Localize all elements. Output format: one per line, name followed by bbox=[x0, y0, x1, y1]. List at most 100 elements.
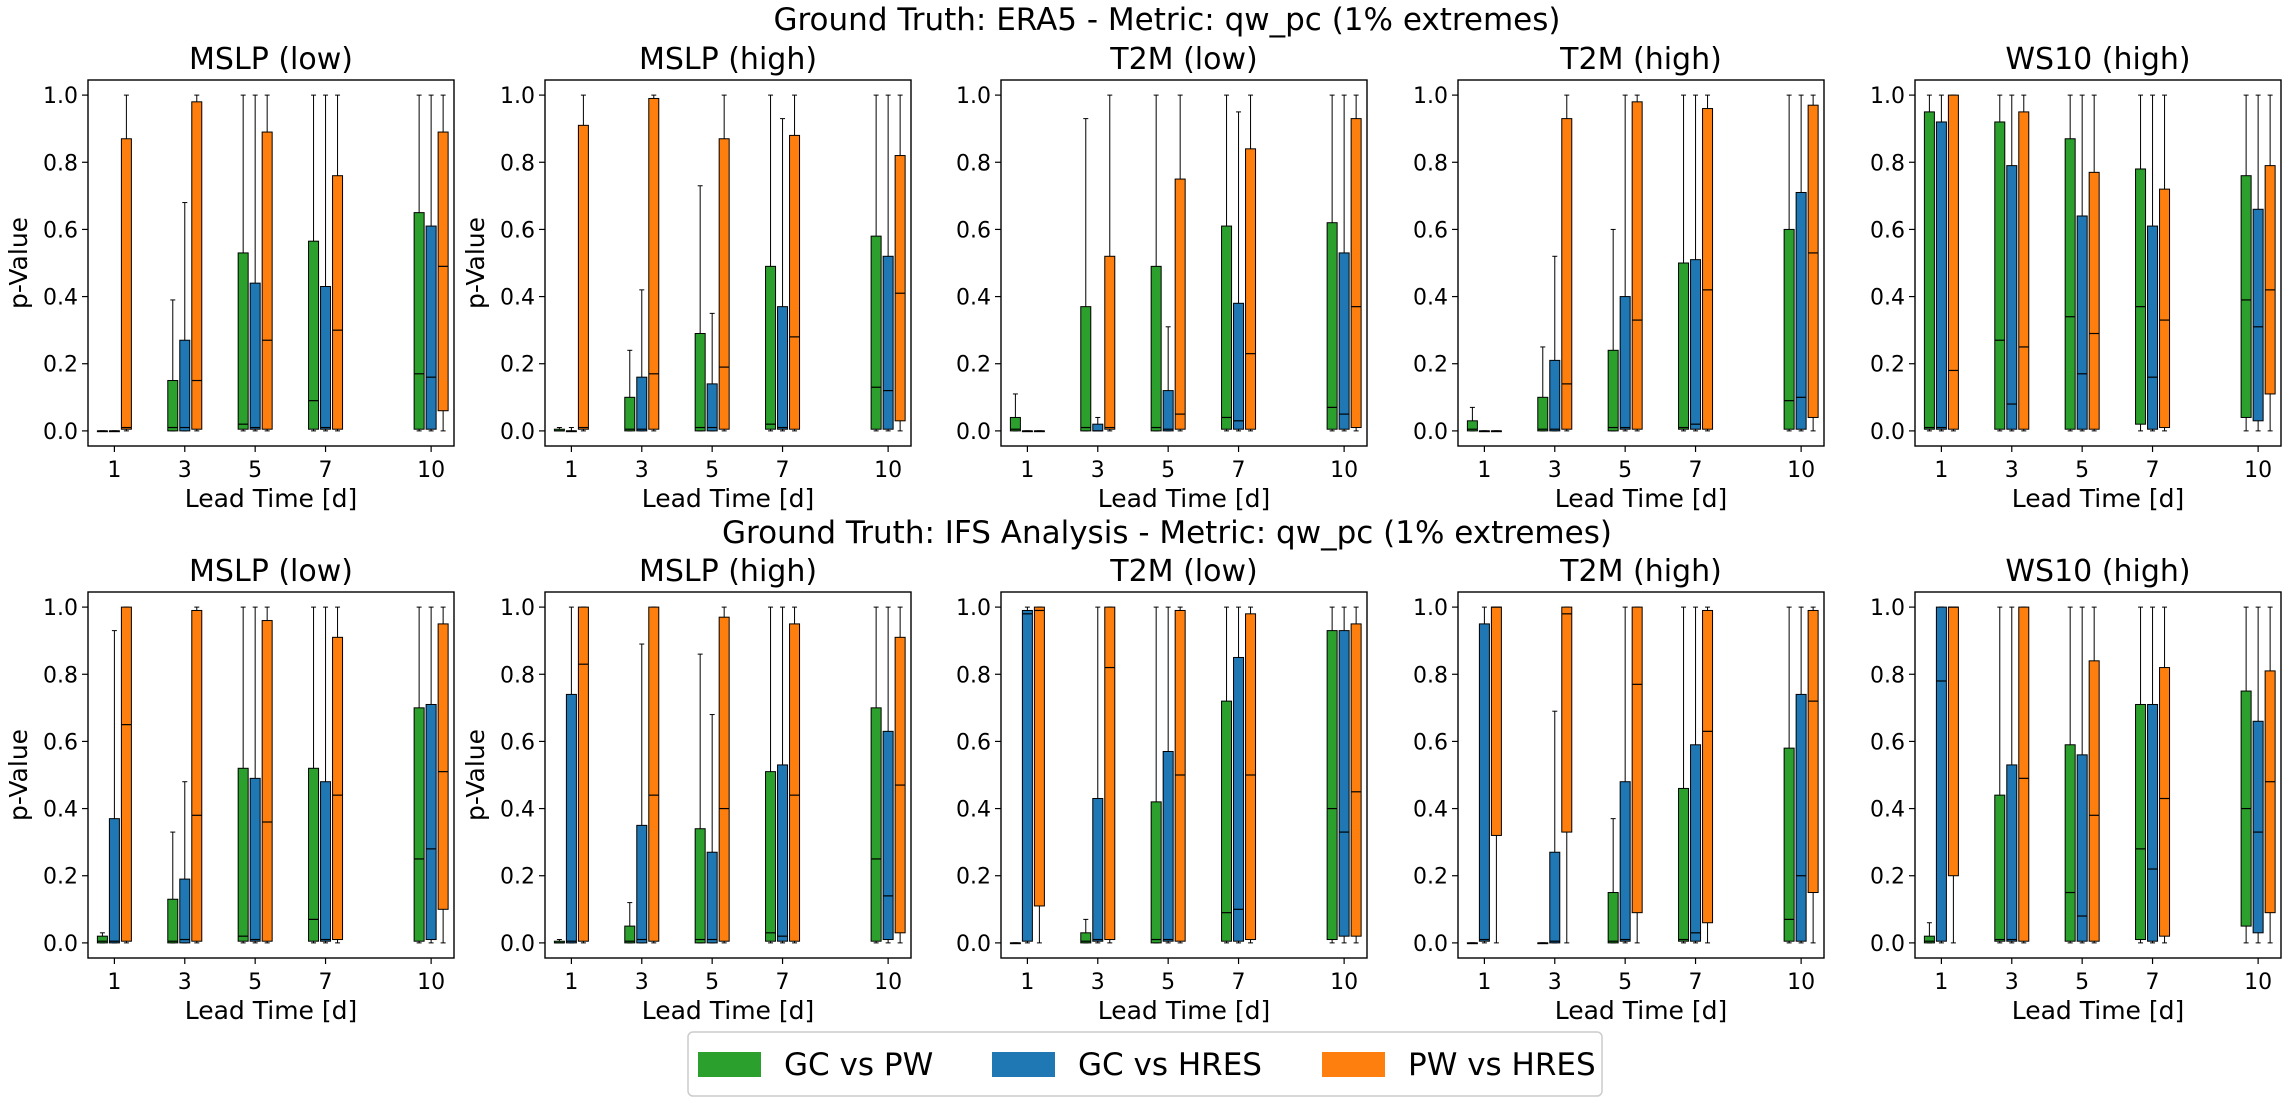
box-iqr bbox=[1245, 148, 1257, 430]
y-tick-label: 0.8 bbox=[500, 663, 535, 688]
box-gc-vs-pw-lead-3 bbox=[1537, 942, 1549, 945]
box-gc-vs-hres-lead-1 bbox=[1935, 606, 1947, 944]
y-tick-label: 0.2 bbox=[956, 865, 991, 890]
x-tick-label: 10 bbox=[2244, 970, 2272, 995]
box-pw-vs-hres-lead-7 bbox=[1702, 606, 1714, 944]
box-pw-vs-hres-lead-1 bbox=[1033, 606, 1045, 944]
box-pw-vs-hres-lead-10 bbox=[2264, 94, 2276, 432]
panel-era5-t2m-high: T2M (high) 0.0 0.2 0.4 0.6 0.8 1.0 1 3 5 7 10 Lead T… bbox=[1413, 42, 1825, 513]
box-iqr bbox=[1162, 750, 1174, 942]
box-iqr bbox=[1033, 606, 1045, 907]
box-pw-vs-hres-lead-7 bbox=[789, 606, 801, 944]
y-tick-label: 0.2 bbox=[956, 353, 991, 378]
box-iqr bbox=[706, 851, 718, 944]
y-tick-label: 1.0 bbox=[956, 84, 991, 109]
box-iqr bbox=[648, 606, 660, 942]
y-tick-label: 0.0 bbox=[500, 420, 535, 445]
x-axis-label: Lead Time [d] bbox=[185, 996, 358, 1025]
y-tick-label: 0.2 bbox=[43, 353, 78, 378]
box-gc-vs-hres-lead-1 bbox=[1478, 606, 1490, 944]
box-gc-vs-hres-lead-3 bbox=[1092, 416, 1104, 432]
panel-title: WS10 (high) bbox=[2005, 42, 2190, 77]
box-iqr bbox=[1923, 111, 1935, 430]
box-gc-vs-hres-lead-10 bbox=[882, 94, 894, 432]
box-pw-vs-hres-lead-3 bbox=[191, 94, 203, 432]
box-iqr bbox=[1326, 222, 1338, 430]
box-iqr bbox=[120, 606, 132, 942]
x-tick-label: 5 bbox=[1618, 458, 1632, 483]
box-iqr bbox=[1326, 630, 1338, 941]
x-tick-label: 7 bbox=[2146, 970, 2160, 995]
box-pw-vs-hres-lead-5 bbox=[1174, 606, 1186, 944]
box-iqr bbox=[765, 265, 777, 430]
x-tick-label: 5 bbox=[2075, 970, 2089, 995]
box-gc-vs-hres-lead-3 bbox=[1092, 606, 1104, 944]
box-iqr bbox=[1549, 359, 1561, 432]
axes-frame bbox=[1457, 79, 1825, 447]
box-gc-vs-hres-lead-7 bbox=[320, 94, 332, 432]
box-gc-vs-hres-lead-10 bbox=[1795, 94, 1807, 432]
box-gc-vs-pw-lead-3 bbox=[624, 349, 636, 432]
box-gc-vs-hres-lead-3 bbox=[179, 781, 191, 944]
x-tick-label: 10 bbox=[874, 458, 902, 483]
box-gc-vs-pw-lead-1 bbox=[1466, 406, 1478, 432]
row-title-era5: Ground Truth: ERA5 - Metric: qw_pc (1% e… bbox=[773, 2, 1560, 38]
x-tick-label: 7 bbox=[1689, 458, 1703, 483]
box-gc-vs-pw-lead-7 bbox=[308, 94, 320, 432]
box-gc-vs-pw-lead-10 bbox=[413, 94, 425, 432]
x-tick-label: 7 bbox=[776, 458, 790, 483]
box-pw-vs-hres-lead-10 bbox=[2264, 606, 2276, 944]
box-gc-vs-pw-lead-10 bbox=[2240, 94, 2252, 432]
box-iqr bbox=[706, 383, 718, 432]
box-iqr bbox=[777, 306, 789, 430]
box-gc-vs-pw-lead-3 bbox=[624, 902, 636, 944]
box-gc-vs-pw-lead-1 bbox=[1923, 922, 1935, 944]
x-tick-label: 5 bbox=[1618, 970, 1632, 995]
box-iqr bbox=[237, 252, 249, 430]
box-iqr bbox=[1092, 798, 1104, 942]
axes-frame bbox=[1457, 591, 1825, 959]
box-gc-vs-pw-lead-5 bbox=[1607, 228, 1619, 432]
box-iqr bbox=[1104, 255, 1116, 430]
box-pw-vs-hres-lead-3 bbox=[1104, 606, 1116, 944]
axes-frame bbox=[1000, 79, 1368, 447]
box-iqr bbox=[1245, 613, 1257, 941]
box-gc-vs-hres-lead-3 bbox=[636, 289, 648, 432]
panel-title: T2M (low) bbox=[1109, 42, 1257, 77]
box-iqr bbox=[308, 240, 320, 430]
y-tick-label: 0.8 bbox=[956, 151, 991, 176]
box-iqr bbox=[2018, 111, 2030, 430]
panel-era5-mslp-high: MSLP (high) 0.0 0.2 0.4 0.6 0.8 1.0 1 3 5 7 10 Lead … bbox=[461, 42, 912, 513]
box-pw-vs-hres-lead-5 bbox=[1631, 94, 1643, 432]
y-tick-label: 0.2 bbox=[1870, 353, 1905, 378]
x-tick-label: 3 bbox=[178, 458, 192, 483]
box-gc-vs-hres-lead-1 bbox=[565, 427, 577, 433]
box-iqr bbox=[237, 767, 249, 942]
box-iqr bbox=[1783, 747, 1795, 942]
y-tick-label: 0.8 bbox=[1413, 151, 1448, 176]
box-pw-vs-hres-lead-7 bbox=[1702, 94, 1714, 432]
y-tick-label: 0.8 bbox=[43, 663, 78, 688]
x-tick-label: 7 bbox=[2146, 458, 2160, 483]
box-gc-vs-hres-lead-3 bbox=[179, 202, 191, 432]
x-tick-label: 1 bbox=[564, 970, 578, 995]
box-iqr bbox=[1678, 787, 1690, 942]
y-tick-label: 0.6 bbox=[500, 730, 535, 755]
x-tick-label: 7 bbox=[776, 970, 790, 995]
y-tick-label: 0.4 bbox=[1413, 798, 1448, 823]
box-iqr bbox=[1221, 700, 1233, 942]
box-gc-vs-hres-lead-3 bbox=[2006, 606, 2018, 944]
box-pw-vs-hres-lead-10 bbox=[1350, 94, 1362, 432]
x-tick-label: 10 bbox=[2244, 458, 2272, 483]
x-tick-label: 5 bbox=[705, 970, 719, 995]
box-iqr bbox=[1104, 606, 1116, 941]
box-gc-vs-hres-lead-7 bbox=[1690, 94, 1702, 432]
y-tick-label: 0.4 bbox=[956, 798, 991, 823]
box-gc-vs-pw-lead-5 bbox=[1150, 606, 1162, 944]
box-iqr bbox=[1607, 892, 1619, 944]
y-tick-label: 1.0 bbox=[1870, 84, 1905, 109]
legend-label-gc-vs-hres: GC vs HRES bbox=[1078, 1047, 1262, 1083]
box-iqr bbox=[694, 333, 706, 432]
box-iqr bbox=[1702, 108, 1714, 430]
